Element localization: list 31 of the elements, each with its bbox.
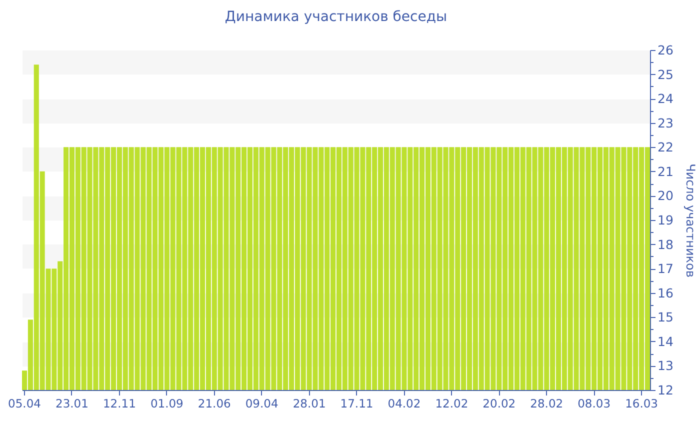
y-tick-label: 26 (658, 42, 674, 58)
x-tick-label: 12.02 (435, 396, 468, 410)
x-tick-label: 12.11 (102, 396, 136, 410)
x-tick-label: 04.02 (388, 396, 421, 410)
x-tick-label: 08.03 (578, 396, 611, 410)
x-tick-label: 28.01 (292, 396, 326, 410)
chart-title: Динамика участников беседы (224, 9, 448, 25)
x-tick-label: 23.01 (56, 396, 88, 410)
y-tick-label: 19 (658, 212, 674, 228)
y-tick-label: 24 (658, 91, 674, 106)
y-tick-label: 18 (658, 236, 674, 252)
x-tick-label: 20.02 (482, 396, 516, 410)
x-tick-label: 21.06 (198, 396, 231, 410)
y-tick-label: 17 (658, 261, 674, 276)
y-axis-title: Число участников (683, 164, 698, 278)
x-tick-label: 09.04 (245, 396, 278, 410)
y-tick-label: 13 (658, 358, 674, 374)
x-tick-label: 28.02 (530, 396, 564, 410)
x-tick-label: 01.09 (150, 396, 184, 410)
y-tick-label: 25 (658, 66, 674, 82)
y-tick-label: 12 (658, 382, 674, 398)
x-tick-label: 05.04 (8, 396, 41, 410)
y-tick-label: 20 (658, 188, 674, 204)
y-tick-label: 16 (658, 285, 674, 300)
x-tick-label: 17.11 (340, 396, 374, 410)
x-tick-label: 16.03 (625, 396, 658, 410)
y-tick-label: 21 (658, 164, 674, 179)
y-tick-label: 15 (658, 310, 674, 325)
y-tick-label: 23 (658, 115, 674, 130)
y-tick-label: 22 (658, 140, 674, 155)
y-tick-label: 14 (658, 334, 674, 349)
